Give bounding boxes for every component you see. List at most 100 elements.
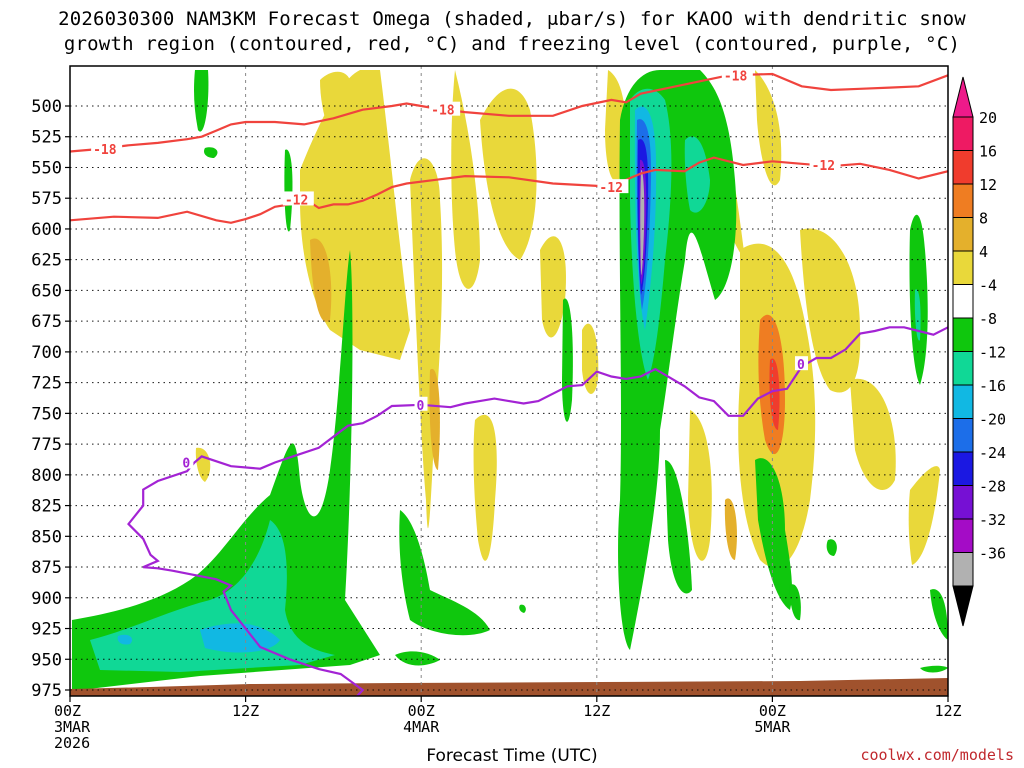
omega-negative-region xyxy=(665,460,692,594)
x-tick-label: 2026 xyxy=(54,734,90,752)
colorbar-swatch xyxy=(952,485,974,520)
y-tick-label: 925 xyxy=(31,620,62,640)
contour-label-bg xyxy=(414,396,428,411)
omega-positive-region xyxy=(850,378,896,490)
colorbar-label: -36 xyxy=(979,545,1006,563)
y-tick-label: 700 xyxy=(31,343,62,363)
x-tick-label: 5MAR xyxy=(754,718,791,736)
omega-negative-region xyxy=(90,520,335,672)
omega-positive-region xyxy=(320,71,352,150)
colorbar-swatch xyxy=(952,552,974,587)
omega-positive-region xyxy=(800,228,861,393)
omega-negative-region xyxy=(684,136,710,213)
contour-label: -12 xyxy=(599,181,622,196)
contour-label-bg xyxy=(809,157,841,172)
omega-positive-region xyxy=(724,498,737,560)
omega-negative-region xyxy=(562,298,573,422)
omega-positive-region xyxy=(582,323,599,394)
y-tick-label: 650 xyxy=(31,281,62,301)
omega-negative-region xyxy=(395,651,440,666)
y-tick-label: 900 xyxy=(31,589,62,609)
contour-label-bg xyxy=(597,179,629,194)
contour-label: -18 xyxy=(724,69,748,84)
omega-positive-region xyxy=(688,410,712,561)
omega-positive-region xyxy=(473,414,497,561)
contour-label-bg xyxy=(429,101,461,116)
y-tick-label: 950 xyxy=(31,650,62,670)
omega-negative-region xyxy=(826,539,837,556)
colorbar-swatch xyxy=(952,217,974,252)
omega-negative-region xyxy=(914,289,921,341)
colorbar-label: -24 xyxy=(979,444,1006,462)
omega-negative-region xyxy=(519,604,526,613)
y-tick-label: 725 xyxy=(31,374,62,394)
colorbar-swatch xyxy=(952,250,974,285)
contour-label-bg xyxy=(180,454,194,469)
y-tick-label: 575 xyxy=(31,189,62,209)
contour-label: 0 xyxy=(417,399,425,414)
colorbar-label: -28 xyxy=(979,478,1006,496)
x-tick-label: 12Z xyxy=(232,702,259,720)
omega-positive-region xyxy=(540,236,566,338)
colorbar-swatch xyxy=(952,451,974,486)
credit-text: coolwx.com/models xyxy=(860,746,1014,764)
terrain-ground xyxy=(70,678,948,696)
omega-negative-region xyxy=(789,584,801,621)
contour-line--18 xyxy=(70,72,948,153)
omega-negative-region xyxy=(204,147,218,158)
x-tick-label: 3MAR xyxy=(54,718,91,736)
colorbar-end-top xyxy=(952,76,974,118)
colorbar-label: -8 xyxy=(979,310,997,328)
colorbar-swatch xyxy=(952,150,974,185)
colorbar-swatch xyxy=(952,183,974,218)
omega-positive-region xyxy=(195,447,211,482)
contour-label: 0 xyxy=(797,358,805,373)
omega-positive-region xyxy=(908,466,940,565)
x-tick-label: 00Z xyxy=(408,702,435,720)
colorbar-swatch xyxy=(952,518,974,553)
omega-negative-region xyxy=(755,458,793,610)
y-tick-label: 625 xyxy=(31,251,62,271)
contour-line-0 xyxy=(127,326,948,696)
x-tick-label: 12Z xyxy=(583,702,610,720)
colorbar-swatch xyxy=(952,384,974,419)
y-tick-label: 975 xyxy=(31,681,62,701)
y-tick-label: 525 xyxy=(31,128,62,148)
y-tick-label: 875 xyxy=(31,558,62,578)
y-tick-label: 600 xyxy=(31,220,62,240)
colorbar-end-bottom xyxy=(952,585,974,627)
colorbar-label: -4 xyxy=(979,277,997,295)
contour-label: -18 xyxy=(93,143,117,158)
colorbar-label: -32 xyxy=(979,511,1006,529)
y-tick-label: 675 xyxy=(31,312,62,332)
colorbar-label: 20 xyxy=(979,109,997,127)
colorbar-swatch xyxy=(952,116,974,151)
colorbar-swatch xyxy=(952,317,974,352)
omega-positive-region xyxy=(480,88,537,260)
y-tick-label: 800 xyxy=(31,466,62,486)
contour-line--12 xyxy=(70,156,948,224)
x-tick-label: 00Z xyxy=(759,702,786,720)
temperature-contours: -18 -18 -18 -12 -12 -12 0 0 0 xyxy=(70,67,948,696)
colorbar-label: -16 xyxy=(979,377,1006,395)
omega-negative-region xyxy=(194,70,209,132)
colorbar-label: 8 xyxy=(979,210,988,228)
colorbar-label: 12 xyxy=(979,176,997,194)
y-tick-label: 775 xyxy=(31,435,62,455)
y-tick-label: 500 xyxy=(31,97,62,117)
omega-negative-region xyxy=(399,510,490,636)
x-tick-label: 00Z xyxy=(54,702,81,720)
omega-positive-region xyxy=(429,368,440,470)
omega-negative-region xyxy=(640,169,645,275)
x-tick-label: 12Z xyxy=(934,702,961,720)
colorbar-label: -20 xyxy=(979,411,1006,429)
omega-negative-region xyxy=(117,634,133,645)
plot-frame xyxy=(69,65,949,697)
contour-label: -12 xyxy=(285,193,308,208)
contour-label-bg xyxy=(721,67,753,82)
omega-shading xyxy=(70,70,948,696)
omega-positive-region xyxy=(755,70,782,186)
